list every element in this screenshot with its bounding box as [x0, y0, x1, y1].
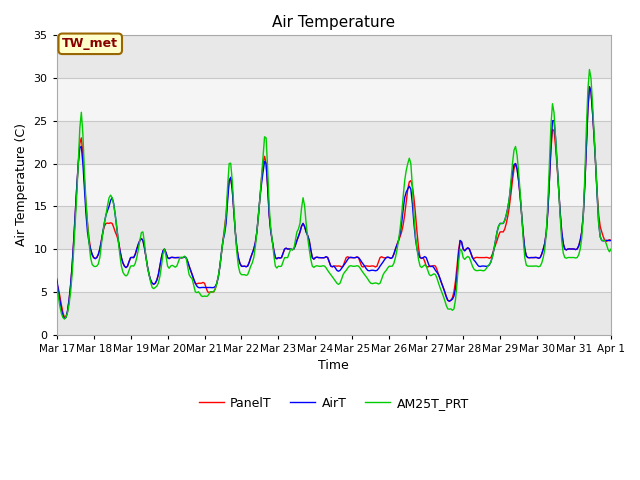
AM25T_PRT — [401, 178, 408, 183]
AirT — [586, 84, 593, 89]
Bar — [57, 249, 611, 292]
PanelT — [541, 240, 548, 246]
PanelT — [586, 84, 593, 89]
AirT — [370, 267, 378, 273]
AM25T_PRT — [586, 67, 593, 72]
Line: AM25T_PRT: AM25T_PRT — [57, 70, 611, 319]
Text: TW_met: TW_met — [62, 37, 118, 50]
AM25T_PRT — [607, 246, 615, 252]
Title: Air Temperature: Air Temperature — [272, 15, 396, 30]
Bar — [57, 78, 611, 121]
AM25T_PRT — [370, 280, 378, 286]
PanelT — [370, 263, 378, 269]
AM25T_PRT — [541, 246, 548, 252]
AirT — [53, 276, 61, 282]
AirT — [70, 239, 77, 245]
AirT — [401, 195, 408, 201]
Line: AirT: AirT — [57, 86, 611, 319]
PanelT — [157, 255, 165, 261]
PanelT — [62, 314, 70, 320]
PanelT — [70, 239, 77, 245]
AM25T_PRT — [388, 263, 396, 269]
PanelT — [607, 238, 615, 243]
AM25T_PRT — [157, 263, 165, 269]
AirT — [61, 316, 68, 322]
AirT — [607, 238, 615, 243]
PanelT — [53, 280, 61, 286]
AirT — [541, 240, 548, 246]
Y-axis label: Air Temperature (C): Air Temperature (C) — [15, 123, 28, 246]
PanelT — [388, 255, 396, 261]
X-axis label: Time: Time — [319, 359, 349, 372]
Bar — [57, 164, 611, 206]
AirT — [388, 255, 396, 261]
Legend: PanelT, AirT, AM25T_PRT: PanelT, AirT, AM25T_PRT — [194, 392, 474, 415]
AM25T_PRT — [61, 316, 68, 322]
Line: PanelT: PanelT — [57, 86, 611, 317]
PanelT — [401, 212, 408, 218]
AM25T_PRT — [70, 248, 77, 253]
AM25T_PRT — [53, 280, 61, 286]
AirT — [157, 255, 165, 261]
